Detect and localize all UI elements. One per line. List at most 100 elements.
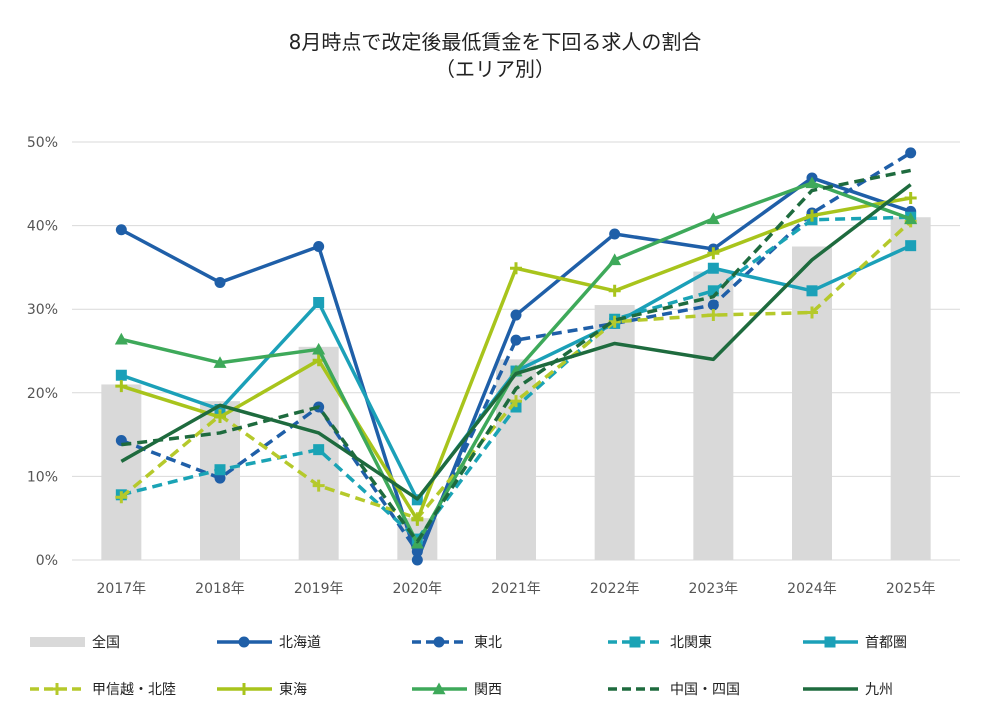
legend-item: 全国 xyxy=(30,634,120,651)
bar xyxy=(890,217,931,561)
data-point xyxy=(608,253,622,266)
y-axis: 0% 10% 20% 30% 40% 50% xyxy=(27,135,58,569)
data-point xyxy=(115,224,127,236)
legend-item: 中国・四国 xyxy=(608,682,740,698)
data-point xyxy=(411,546,423,558)
legend-item: 関西 xyxy=(412,682,502,698)
data-point xyxy=(313,241,325,252)
x-tick-label: 2025年 xyxy=(886,581,936,597)
legend-label: 中国・四国 xyxy=(670,682,740,698)
legend-label: 東海 xyxy=(279,682,307,698)
data-point xyxy=(510,395,522,408)
data-point xyxy=(609,228,621,240)
data-point xyxy=(312,479,325,492)
legend-marker xyxy=(824,636,836,648)
data-point xyxy=(411,554,423,566)
series-line xyxy=(121,168,912,544)
data-point xyxy=(214,276,226,288)
legend-item: 九州 xyxy=(803,682,893,698)
data-point xyxy=(904,192,917,205)
x-tick-label: 2017年 xyxy=(97,581,147,597)
data-point xyxy=(214,464,226,476)
x-tick-label: 2018年 xyxy=(195,581,245,597)
data-point xyxy=(313,444,325,456)
legend-label: 東北 xyxy=(474,635,502,651)
y-tick-label: 30% xyxy=(27,302,58,318)
y-tick-label: 10% xyxy=(27,469,58,485)
data-point xyxy=(707,262,719,274)
legend-label: 九州 xyxy=(865,682,893,698)
data-point xyxy=(114,332,128,345)
y-tick-label: 20% xyxy=(27,386,58,402)
legend-marker xyxy=(238,636,250,648)
series-line xyxy=(120,183,912,501)
data-point xyxy=(707,299,719,311)
data-point xyxy=(805,176,819,189)
data-point xyxy=(905,147,917,159)
data-point xyxy=(510,262,522,275)
data-point xyxy=(806,285,818,297)
legend-item: 北関東 xyxy=(608,635,712,651)
x-tick-label: 2023年 xyxy=(689,581,739,597)
legend-marker xyxy=(433,636,445,648)
x-tick-label: 2022年 xyxy=(590,581,640,597)
data-point xyxy=(510,309,522,321)
data-point xyxy=(115,369,127,381)
data-point xyxy=(608,315,621,328)
y-tick-label: 50% xyxy=(27,135,58,151)
data-point xyxy=(213,356,227,368)
series-8 xyxy=(120,183,912,501)
legend-marker xyxy=(51,683,63,695)
legend-item: 東北 xyxy=(412,635,502,651)
legend-item: 甲信越・北陸 xyxy=(30,682,176,698)
data-point xyxy=(411,513,424,526)
series-7 xyxy=(121,168,912,544)
line-series xyxy=(114,147,918,566)
data-point xyxy=(115,380,128,393)
x-tick-label: 2021年 xyxy=(491,581,541,597)
bar xyxy=(101,384,142,560)
data-point xyxy=(707,285,719,297)
data-point xyxy=(904,212,918,225)
legend-item: 首都圏 xyxy=(803,635,907,651)
y-tick-label: 0% xyxy=(36,553,58,569)
x-tick-label: 2024年 xyxy=(787,581,837,597)
data-point xyxy=(313,297,325,309)
legend-label: 全国 xyxy=(92,634,120,651)
series-line xyxy=(120,220,912,520)
legend-marker xyxy=(629,636,641,648)
data-point xyxy=(905,240,917,252)
legend-item: 北海道 xyxy=(217,635,321,651)
series-6 xyxy=(114,176,918,549)
data-point xyxy=(510,334,522,346)
data-point xyxy=(312,342,326,355)
chart-subtitle: （エリア別） xyxy=(435,57,555,81)
legend-marker xyxy=(432,682,446,695)
y-tick-label: 40% xyxy=(27,219,58,235)
data-point xyxy=(806,209,818,222)
data-point xyxy=(806,306,818,319)
legend-label: 関西 xyxy=(474,682,502,698)
data-point xyxy=(608,284,621,297)
series-0 xyxy=(115,172,917,566)
data-point xyxy=(707,309,720,322)
legend-swatch xyxy=(30,637,85,647)
data-point xyxy=(707,247,720,260)
legend-item: 東海 xyxy=(217,682,307,698)
x-axis: 2017年 2018年 2019年 2020年 2021年 2022年 2023年 2024年… xyxy=(97,581,936,597)
legend-marker xyxy=(238,683,250,695)
legend-label: 北海道 xyxy=(279,635,321,651)
series-line xyxy=(120,151,912,554)
data-point xyxy=(214,472,226,484)
legend-label: 甲信越・北陸 xyxy=(92,682,176,698)
x-tick-label: 2019年 xyxy=(294,581,344,597)
legend-label: 首都圏 xyxy=(865,635,907,651)
x-tick-label: 2020年 xyxy=(393,581,443,597)
data-point xyxy=(214,411,226,424)
data-point xyxy=(115,491,128,504)
data-point xyxy=(706,212,720,225)
legend-label: 北関東 xyxy=(670,635,712,651)
chart-title: 8月時点で改定後最低賃金を下回る求人の割合 xyxy=(289,30,702,54)
